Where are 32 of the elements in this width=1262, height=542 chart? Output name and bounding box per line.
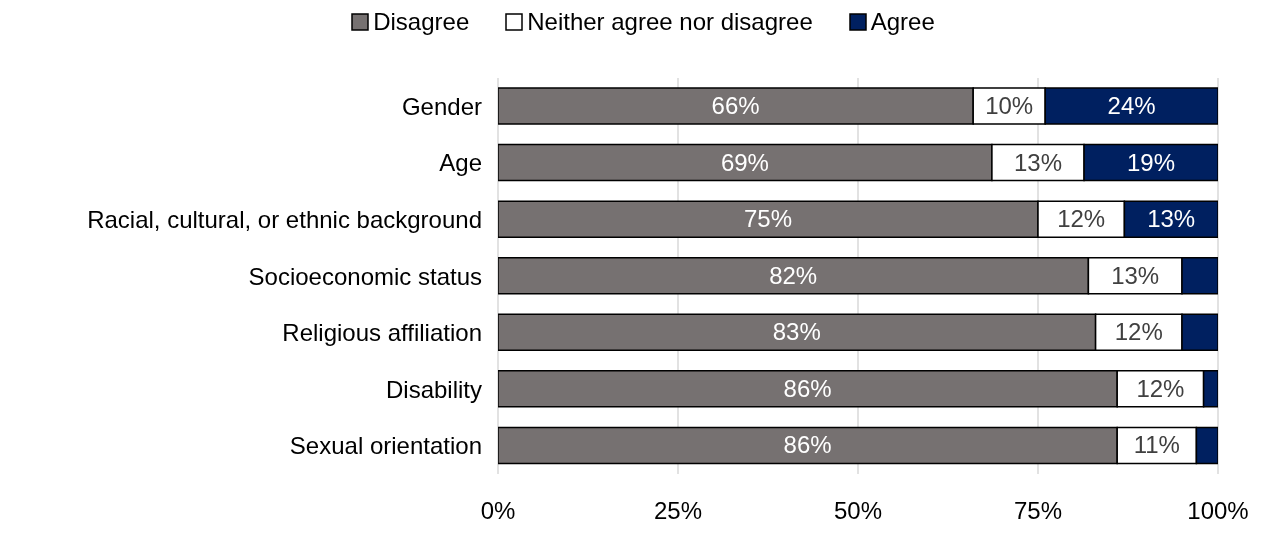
data-label: 86% [783, 374, 832, 402]
data-label: 86% [783, 431, 832, 459]
data-label: 83% [772, 318, 821, 346]
x-tick-label: 100% [1187, 497, 1249, 525]
legend-label: Disagree [373, 8, 470, 36]
data-label: 12% [1114, 318, 1163, 346]
data-label: 10% [985, 92, 1034, 119]
data-label: 24% [1107, 92, 1156, 119]
data-label: 12% [1057, 205, 1106, 233]
y-tick-label: Socioeconomic status [248, 262, 482, 290]
data-label: 75% [743, 205, 793, 233]
y-tick-label: Religious affiliation [282, 319, 482, 347]
data-label: 66% [711, 92, 760, 119]
x-tick-label: 0% [480, 497, 516, 525]
data-label: 11% [1133, 431, 1180, 459]
x-tick-label: 25% [653, 497, 703, 525]
data-label: 19% [1127, 148, 1176, 176]
legend-label: Agree [870, 8, 935, 36]
data-label: 13% [1147, 205, 1196, 233]
y-tick-label: Disability [385, 375, 482, 403]
x-tick-label: 50% [833, 497, 883, 525]
y-tick-label: Gender [401, 92, 482, 120]
data-label: 13% [1013, 148, 1063, 176]
y-tick-label: Sexual orientation [289, 432, 482, 460]
x-tick-label: 75% [1013, 497, 1063, 525]
data-label: 69% [720, 148, 769, 176]
y-tick-label: Age [439, 149, 482, 177]
data-label: 82% [769, 261, 818, 289]
legend-label: Neither agree nor disagree [527, 8, 813, 36]
y-tick-label: Racial, cultural, or ethnic background [87, 205, 482, 233]
data-label: 12% [1136, 374, 1185, 402]
data-label: 13% [1111, 261, 1160, 289]
